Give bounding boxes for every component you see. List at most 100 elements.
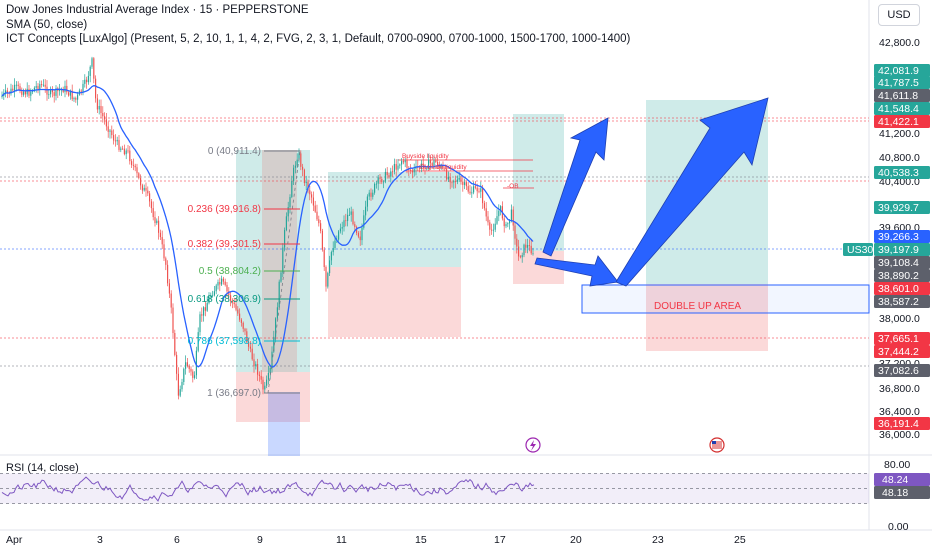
candle-body bbox=[113, 135, 115, 141]
candle-body bbox=[284, 230, 286, 248]
price-tag-label: 41,611.8 bbox=[878, 90, 918, 102]
candle-body bbox=[206, 303, 208, 311]
candle-body bbox=[145, 187, 147, 191]
candle-body bbox=[24, 91, 26, 95]
candle-body bbox=[210, 295, 212, 297]
candle-body bbox=[86, 79, 88, 83]
price-tag bbox=[874, 364, 930, 377]
price-tag-label: 39,929.7 bbox=[878, 202, 919, 214]
candle-body bbox=[377, 177, 379, 184]
candle-body bbox=[329, 260, 331, 274]
price-tag bbox=[874, 201, 930, 214]
price-tag bbox=[874, 102, 930, 115]
candle-body bbox=[1, 95, 3, 97]
candle-body bbox=[266, 379, 268, 386]
candle-body bbox=[419, 167, 421, 169]
rsi-legend[interactable]: RSI (14, close) bbox=[6, 462, 79, 474]
price-tick-label: 36,400.0 bbox=[879, 406, 920, 418]
candle-body bbox=[338, 231, 340, 240]
candle-body bbox=[167, 264, 169, 284]
sma-line[interactable] bbox=[1, 85, 534, 368]
candle-body bbox=[395, 163, 397, 170]
candle-body bbox=[527, 245, 529, 248]
fib-level-label: 0.618 (38,306.9) bbox=[188, 294, 261, 305]
candle-body bbox=[233, 302, 235, 305]
sma-legend[interactable]: SMA (50, close) bbox=[6, 19, 88, 31]
position-zone bbox=[328, 172, 461, 267]
candle-body bbox=[370, 192, 372, 197]
candle-body bbox=[510, 209, 512, 221]
candle-body bbox=[447, 176, 449, 180]
candle-body bbox=[496, 216, 498, 224]
chart-title[interactable]: Dow Jones Industrial Average Index · 15 … bbox=[6, 4, 309, 16]
candle-body bbox=[404, 160, 406, 163]
candle-body bbox=[334, 240, 336, 249]
candle-body bbox=[102, 112, 104, 117]
rsi-tick-label: 0.00 bbox=[888, 521, 909, 533]
candle-body bbox=[467, 186, 469, 192]
candle-body bbox=[287, 207, 289, 217]
up-arrow-small bbox=[542, 117, 609, 257]
arrow-drawings[interactable] bbox=[534, 97, 769, 287]
candle-body bbox=[163, 244, 165, 259]
price-tag-label: 41,787.5 bbox=[878, 77, 919, 89]
candle-body bbox=[388, 175, 390, 177]
fib-level-label: 0.236 (39,916.8) bbox=[188, 204, 261, 215]
price-tick-label: 41,200.0 bbox=[879, 128, 920, 140]
candle-body bbox=[519, 256, 521, 258]
candle-body bbox=[152, 208, 154, 218]
symbol-tag bbox=[843, 243, 873, 256]
candle-body bbox=[230, 295, 232, 301]
candle-body bbox=[451, 182, 453, 184]
price-tick-label: 38,000.0 bbox=[879, 313, 920, 325]
candle-body bbox=[264, 385, 266, 390]
candle-body bbox=[361, 227, 363, 241]
candle-body bbox=[244, 328, 246, 332]
event-icons[interactable] bbox=[525, 437, 725, 453]
candle-body bbox=[397, 165, 399, 170]
candle-body bbox=[325, 267, 327, 287]
candle-body bbox=[201, 314, 203, 316]
candle-body bbox=[51, 89, 53, 93]
candle-body bbox=[278, 281, 280, 308]
position-zones bbox=[236, 100, 870, 456]
candle-body bbox=[365, 206, 367, 216]
candle-body bbox=[226, 284, 228, 292]
candle-body bbox=[453, 180, 455, 183]
candle-body bbox=[422, 163, 424, 166]
candle-body bbox=[269, 367, 271, 373]
candle-body bbox=[429, 159, 431, 164]
price-tick-label: 36,000.0 bbox=[879, 429, 920, 441]
candle-body bbox=[203, 307, 205, 316]
candle-body bbox=[516, 238, 518, 247]
candle-body bbox=[15, 84, 17, 86]
candle-body bbox=[410, 169, 412, 171]
up-arrow-large bbox=[615, 97, 769, 287]
time-axis[interactable]: Apr 3 6 9 11 15 17 20 23 25 bbox=[6, 534, 746, 546]
candle-body bbox=[352, 211, 354, 225]
candle-body bbox=[66, 85, 68, 93]
rsi-tag-label: 48.24 bbox=[882, 474, 908, 486]
currency-button[interactable]: USD bbox=[878, 4, 920, 26]
candle-body bbox=[213, 291, 215, 296]
candle-body bbox=[165, 258, 167, 265]
chart-annotations: Buyside liquidity Buyside liquidity -OB DOU… bbox=[402, 153, 741, 312]
candle-body bbox=[239, 313, 241, 320]
price-tag-label: 37,665.1 bbox=[878, 333, 919, 345]
fibonacci-retracement[interactable]: 0 (40,911.4) 0.236 (39,916.8) 0.382 (39,30… bbox=[188, 146, 301, 399]
candle-body bbox=[73, 97, 75, 100]
candle-body bbox=[37, 86, 39, 90]
candle-body bbox=[179, 389, 181, 396]
price-axis[interactable]: 42,800.041,200.040,800.040,400.039,600.0… bbox=[843, 37, 930, 441]
candle-body bbox=[215, 285, 217, 292]
candle-body bbox=[413, 168, 415, 173]
candle-body bbox=[485, 208, 487, 217]
ict-legend[interactable]: ICT Concepts [LuxAlgo] (Present, 5, 2, 1… bbox=[6, 33, 631, 45]
rsi-pane bbox=[0, 473, 869, 504]
price-tag bbox=[874, 76, 930, 89]
candle-body bbox=[221, 278, 223, 285]
candle-body bbox=[375, 183, 377, 185]
candle-body bbox=[237, 309, 239, 314]
